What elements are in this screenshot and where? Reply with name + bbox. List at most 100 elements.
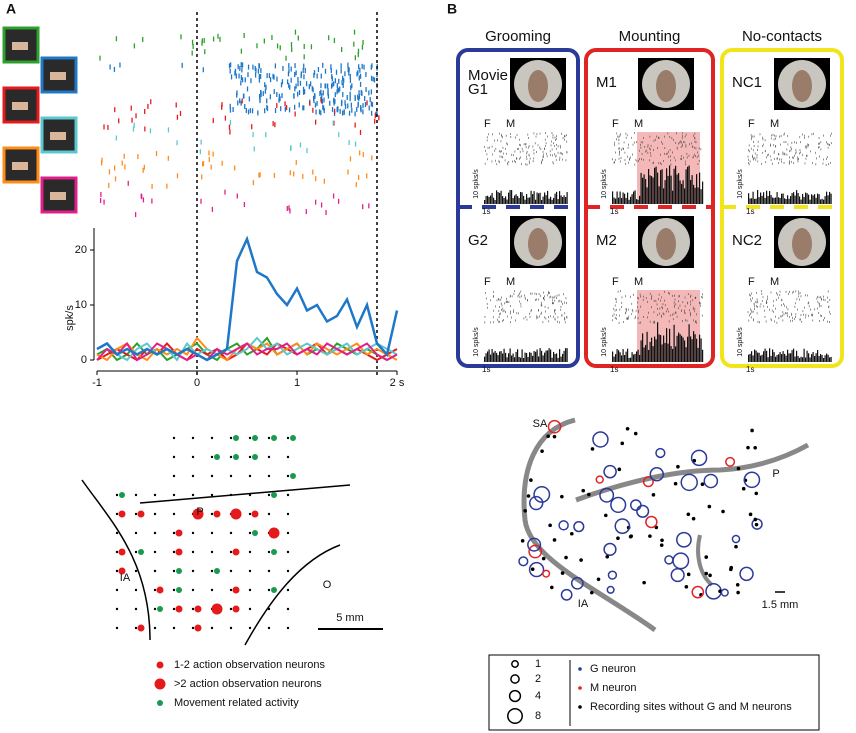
hist-bar — [673, 324, 675, 362]
map-site — [210, 588, 214, 592]
hist-bar — [493, 197, 495, 204]
map-g-neuron — [739, 566, 754, 582]
hist-bar — [618, 350, 620, 362]
map-movement — [157, 606, 163, 612]
hist-bar — [830, 356, 832, 362]
hist-bar — [636, 351, 638, 362]
hist-bar — [529, 352, 531, 362]
hist-bar — [772, 197, 774, 204]
hist-bar — [791, 350, 793, 362]
hist-bar — [487, 351, 489, 362]
hist-bar — [697, 187, 699, 204]
map-site — [115, 569, 119, 573]
time-label: 1s — [746, 365, 754, 374]
map-sulcus — [139, 484, 351, 504]
map-site — [552, 434, 557, 439]
map-site — [267, 607, 271, 611]
map-g-neuron — [592, 431, 609, 448]
map-site — [210, 569, 214, 573]
hist-bar — [634, 190, 636, 204]
hist-bar — [793, 192, 795, 204]
map-site — [746, 445, 750, 450]
movie-monkey — [656, 228, 676, 260]
map-site — [540, 449, 544, 453]
map-site — [267, 493, 271, 497]
hist-bar — [802, 193, 804, 204]
hist-bar — [799, 357, 801, 362]
hist-bar — [497, 355, 499, 362]
hist-bar — [524, 199, 526, 204]
hist-bar — [527, 356, 529, 362]
map-g-neuron — [570, 576, 584, 590]
hist-bar — [639, 195, 641, 204]
map-site — [707, 504, 712, 509]
map-site — [579, 558, 583, 562]
legend-label: Movement related activity — [174, 697, 299, 709]
hist-bar — [502, 196, 504, 204]
map-m-neuron — [645, 515, 658, 529]
event-label: M — [506, 118, 515, 130]
map-sulcus — [521, 417, 657, 633]
map-site — [191, 455, 195, 459]
map-site — [691, 516, 696, 521]
hist-bar — [529, 197, 531, 204]
map-movement — [176, 587, 182, 593]
hist-bar — [690, 336, 692, 362]
hist-bar — [800, 356, 802, 362]
map-site — [692, 458, 697, 463]
map-label: IA — [578, 598, 589, 610]
map-g-neuron — [649, 467, 664, 482]
map-site — [248, 531, 252, 535]
hist-bar — [826, 353, 828, 362]
map-site — [248, 626, 252, 630]
hist-bar — [752, 355, 754, 362]
hist-bar — [693, 184, 695, 204]
hist-bar — [553, 197, 555, 204]
map-label: P — [196, 506, 203, 518]
hist-bar — [551, 357, 553, 362]
map-site — [676, 464, 680, 469]
hist-bar — [633, 354, 635, 362]
hist-bar — [511, 190, 513, 204]
hist-bar — [685, 347, 687, 362]
hist-bar — [539, 192, 541, 204]
map-movement — [271, 492, 277, 498]
hist-bar — [785, 199, 787, 204]
x-tick-label: -1 — [92, 377, 102, 389]
map-neuron-small — [194, 624, 202, 632]
hist-bar — [684, 340, 686, 362]
event-label: F — [612, 118, 619, 130]
hist-bar — [652, 346, 654, 362]
hist-bar — [613, 356, 615, 362]
hist-bar — [646, 187, 648, 204]
hist-bar — [667, 175, 669, 204]
map-g-neuron — [599, 487, 615, 503]
hist-bar — [670, 346, 672, 362]
hist-bar — [494, 199, 496, 204]
event-label: F — [748, 118, 755, 130]
hist-bar — [625, 197, 627, 204]
hist-bar — [642, 333, 644, 362]
hist-bar — [751, 351, 753, 362]
hist-bar — [616, 191, 618, 204]
hist-bar — [660, 170, 662, 204]
hist-bar — [766, 350, 768, 362]
hist-bar — [775, 197, 777, 204]
hist-bar — [533, 191, 535, 204]
hist-bar — [488, 349, 490, 362]
map-site — [603, 513, 608, 518]
hist-bar — [764, 348, 766, 362]
hist-bar — [630, 357, 632, 362]
hist-bar — [814, 355, 816, 362]
hist-bar — [663, 188, 665, 204]
map-site — [210, 455, 214, 459]
hist-bar — [497, 192, 499, 204]
hist-bar — [815, 353, 817, 362]
hist-bar — [817, 350, 819, 362]
map-site — [286, 569, 290, 573]
hist-bar — [621, 197, 623, 204]
thumbnail-hand — [50, 132, 66, 140]
hist-bar — [699, 172, 701, 204]
hist-bar — [761, 195, 763, 204]
map-site — [754, 491, 759, 496]
